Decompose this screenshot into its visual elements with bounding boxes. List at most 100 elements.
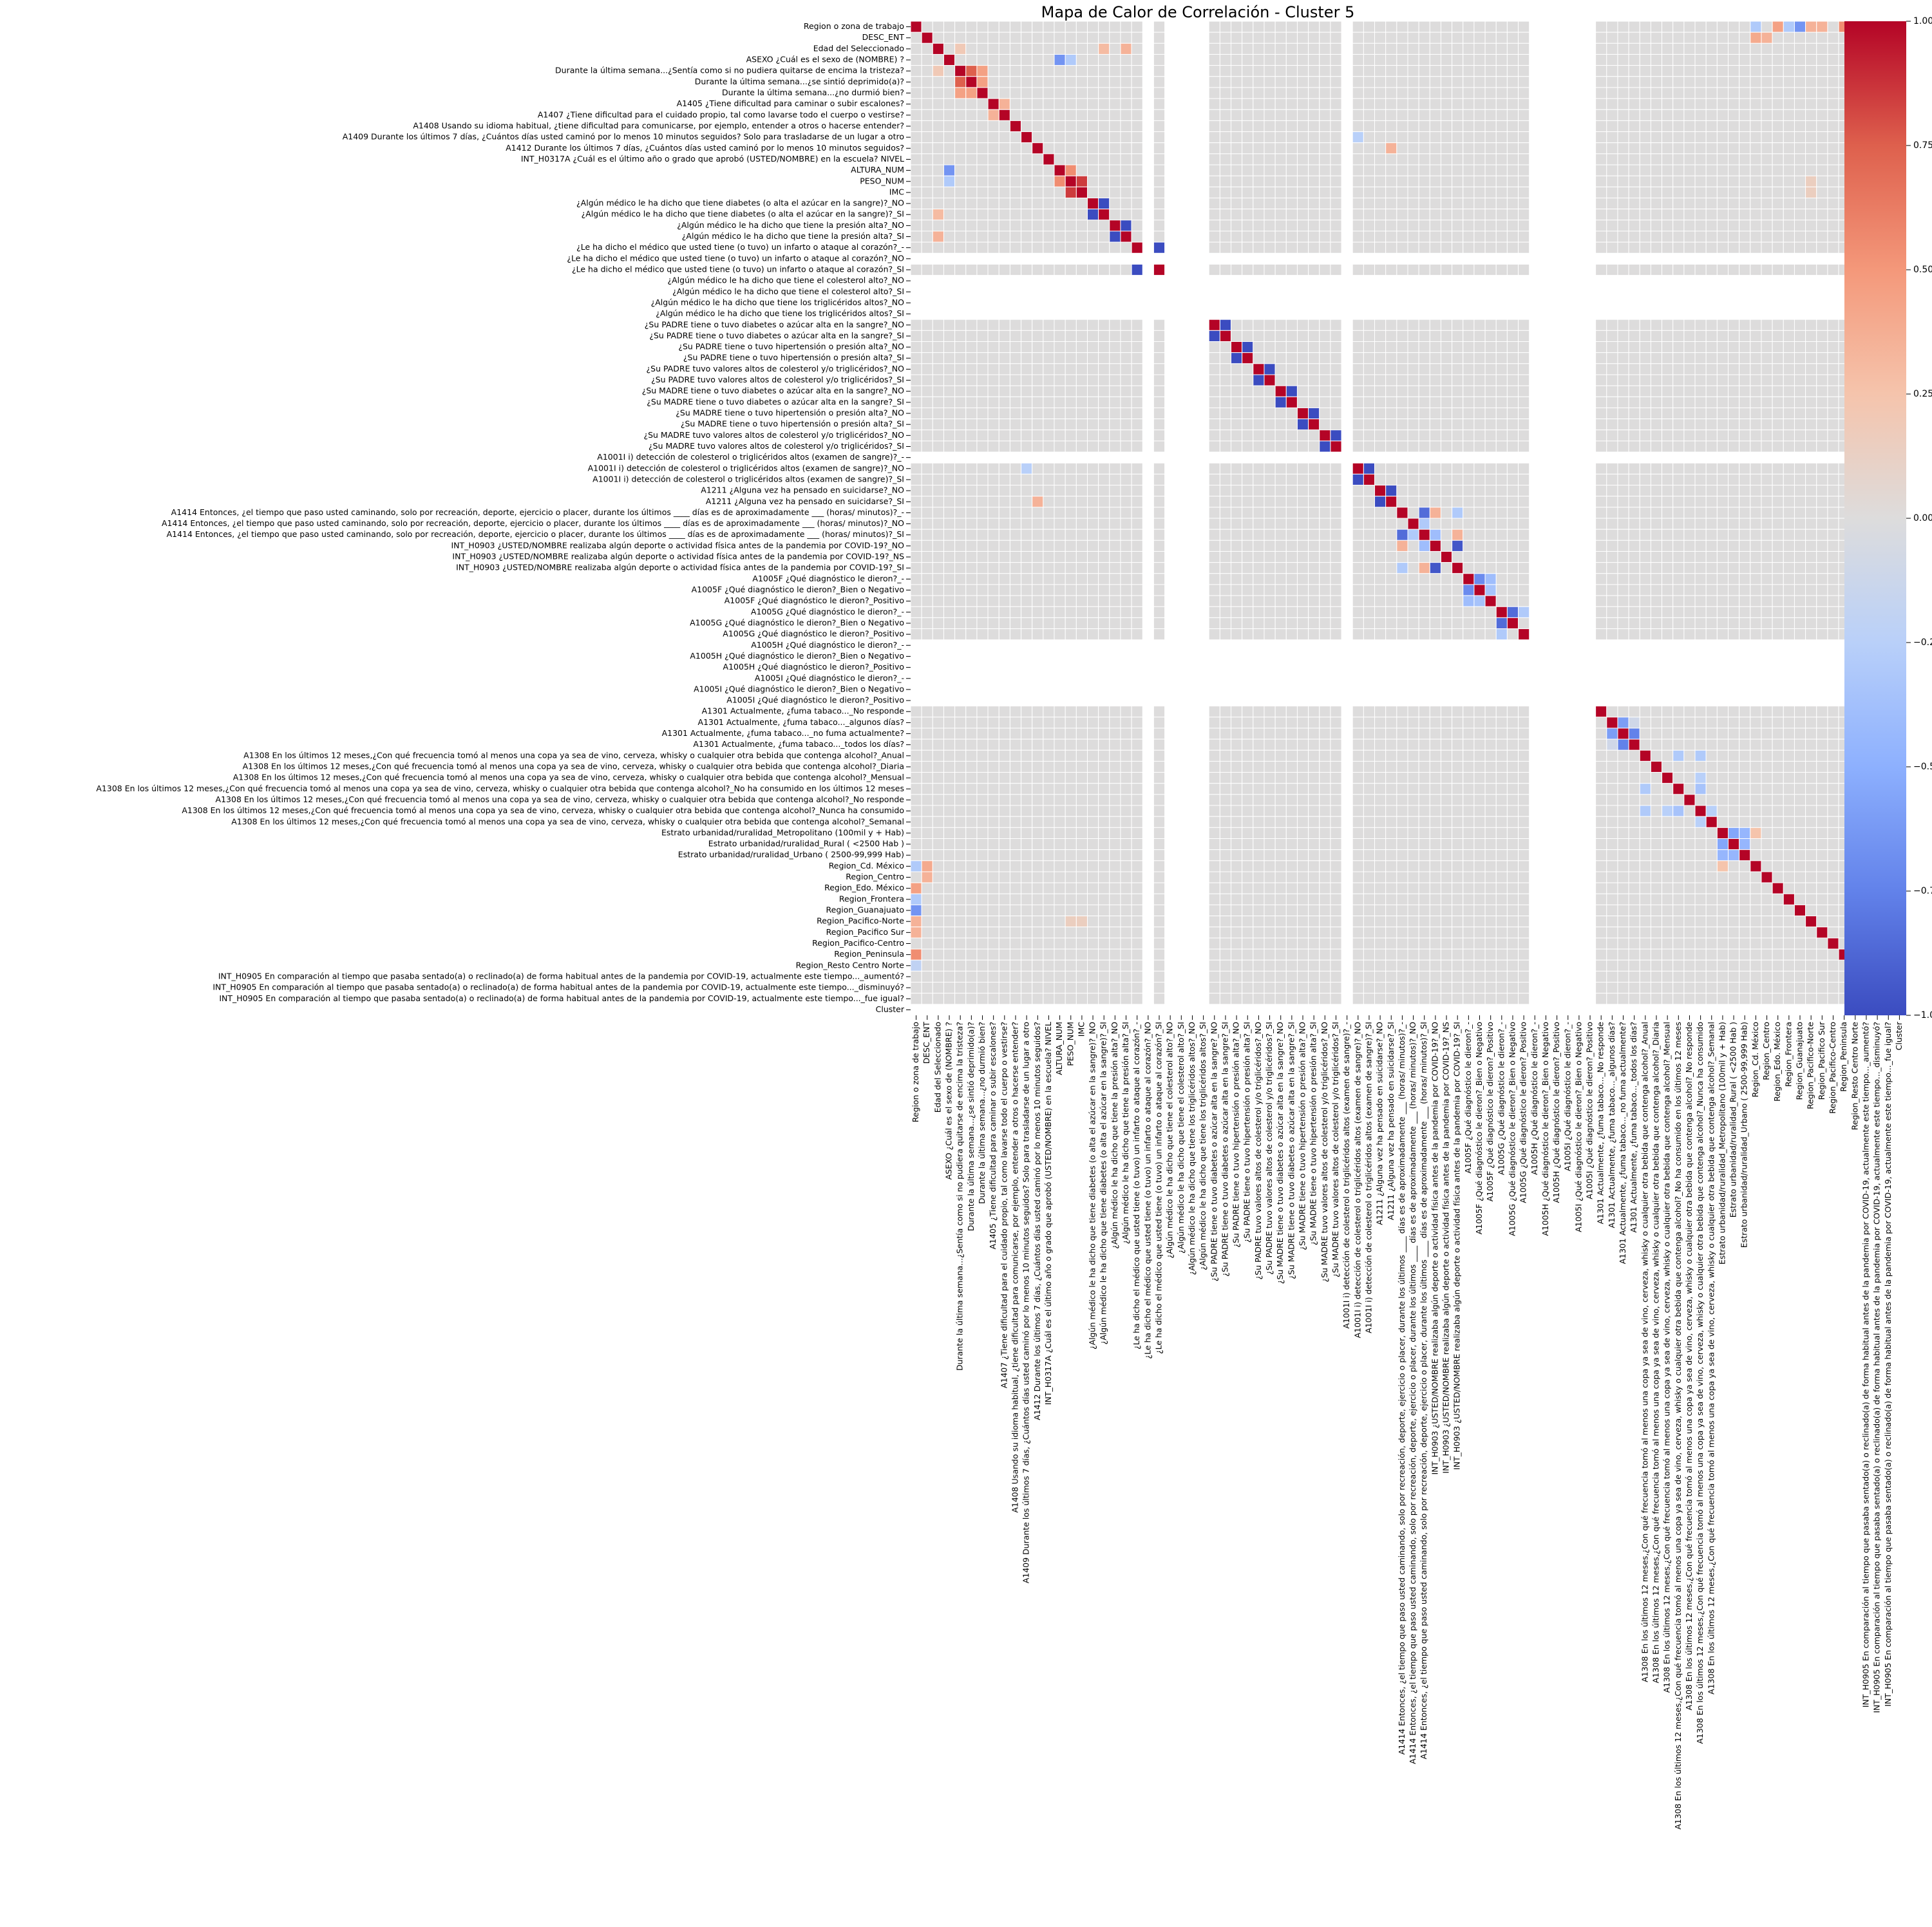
heatmap-cell [1463, 330, 1475, 343]
heatmap-cell [965, 341, 978, 353]
heatmap-cell [1086, 230, 1099, 243]
heatmap-cell [1418, 197, 1430, 210]
heatmap-cell [1495, 518, 1508, 530]
heatmap-cell [1495, 21, 1508, 33]
heatmap-cell [1374, 738, 1387, 751]
heatmap-cell [1484, 760, 1497, 773]
heatmap-cell [1330, 717, 1342, 729]
heatmap-cell [1065, 805, 1077, 817]
heatmap-cell [1285, 98, 1298, 110]
heatmap-cell [1065, 706, 1077, 718]
heatmap-cell [1440, 462, 1453, 475]
heatmap-cell [1761, 606, 1773, 618]
heatmap-cell [1109, 396, 1121, 408]
heatmap-cell [1296, 341, 1309, 353]
heatmap-cell [910, 241, 922, 254]
heatmap-cell [954, 717, 967, 729]
heatmap-cell [1761, 109, 1773, 121]
heatmap-cell [1473, 352, 1486, 364]
heatmap-cell [1728, 562, 1740, 574]
heatmap-cell [1463, 352, 1475, 364]
heatmap-cell [1606, 772, 1618, 784]
heatmap-cell [1705, 706, 1718, 718]
heatmap-cell [1452, 374, 1464, 386]
heatmap-cell [1716, 53, 1729, 66]
heatmap-cell [1761, 717, 1773, 729]
heatmap-cell [1109, 440, 1121, 453]
heatmap-cell [1075, 728, 1088, 740]
heatmap-cell [1219, 749, 1232, 762]
heatmap-cell [1805, 241, 1817, 254]
heatmap-cell [1131, 164, 1143, 176]
heatmap-cell [1429, 32, 1441, 44]
heatmap-cell [1264, 606, 1276, 618]
heatmap-cell [1075, 529, 1088, 541]
heatmap-cell [954, 838, 967, 851]
heatmap-cell [1208, 120, 1220, 133]
heatmap-cell [1242, 606, 1254, 618]
heatmap-cell [1330, 241, 1342, 254]
heatmap-cell [954, 860, 967, 872]
heatmap-cell [1352, 407, 1364, 420]
heatmap-cell [1617, 32, 1629, 44]
heatmap-cell [1219, 65, 1232, 77]
heatmap-cell [1065, 396, 1077, 408]
heatmap-cell [1120, 783, 1132, 795]
heatmap-cell [1131, 628, 1143, 641]
heatmap-cell [1761, 319, 1773, 331]
heatmap-cell [1750, 352, 1762, 364]
heatmap-cell [1274, 805, 1287, 817]
heatmap-cell [1452, 330, 1464, 343]
heatmap-cell [1750, 131, 1762, 144]
heatmap-cell [910, 816, 922, 828]
heatmap-cell [1274, 374, 1287, 386]
heatmap-cell [1308, 98, 1320, 110]
heatmap-cell [1694, 65, 1707, 77]
heatmap-cell [1484, 131, 1497, 144]
heatmap-cell [1639, 550, 1651, 563]
heatmap-cell [1253, 772, 1265, 784]
heatmap-cell [1750, 485, 1762, 497]
heatmap-cell [1463, 65, 1475, 77]
heatmap-cell [1242, 352, 1254, 364]
heatmap-cell [1606, 816, 1618, 828]
heatmap-cell [1264, 418, 1276, 431]
heatmap-cell [1628, 473, 1640, 486]
heatmap-cell [1473, 220, 1486, 232]
heatmap-cell [976, 341, 989, 353]
heatmap-cell [1363, 595, 1376, 607]
heatmap-cell [1086, 529, 1099, 541]
heatmap-cell [1606, 738, 1618, 751]
heatmap-cell [1739, 772, 1751, 784]
heatmap-cell [1672, 385, 1685, 397]
heatmap-cell [1761, 341, 1773, 353]
heatmap-cell [1308, 772, 1320, 784]
heatmap-cell [1009, 120, 1022, 133]
heatmap-cell [1285, 440, 1298, 453]
heatmap-cell [1296, 65, 1309, 77]
heatmap-cell [1816, 562, 1828, 574]
heatmap-cell [921, 142, 933, 155]
heatmap-cell [1065, 518, 1077, 530]
heatmap-cell [1606, 440, 1618, 453]
heatmap-cell [1672, 462, 1685, 475]
heatmap-cell [1672, 518, 1685, 530]
heatmap-cell [1009, 573, 1022, 585]
heatmap-cell [1043, 363, 1055, 375]
heatmap-cell [998, 485, 1010, 497]
heatmap-cell [1484, 263, 1497, 276]
heatmap-cell [1109, 706, 1121, 718]
heatmap-cell [1065, 749, 1077, 762]
heatmap-cell [1352, 473, 1364, 486]
heatmap-cell [1495, 584, 1508, 596]
heatmap-cell [1506, 550, 1519, 563]
heatmap-cell [1429, 385, 1441, 397]
heatmap-cell [1662, 319, 1674, 331]
heatmap-cell [1761, 186, 1773, 198]
heatmap-cell [987, 142, 999, 155]
heatmap-cell [1208, 749, 1220, 762]
heatmap-cell [1506, 76, 1519, 88]
heatmap-cell [1231, 860, 1243, 872]
heatmap-cell [1783, 263, 1795, 276]
